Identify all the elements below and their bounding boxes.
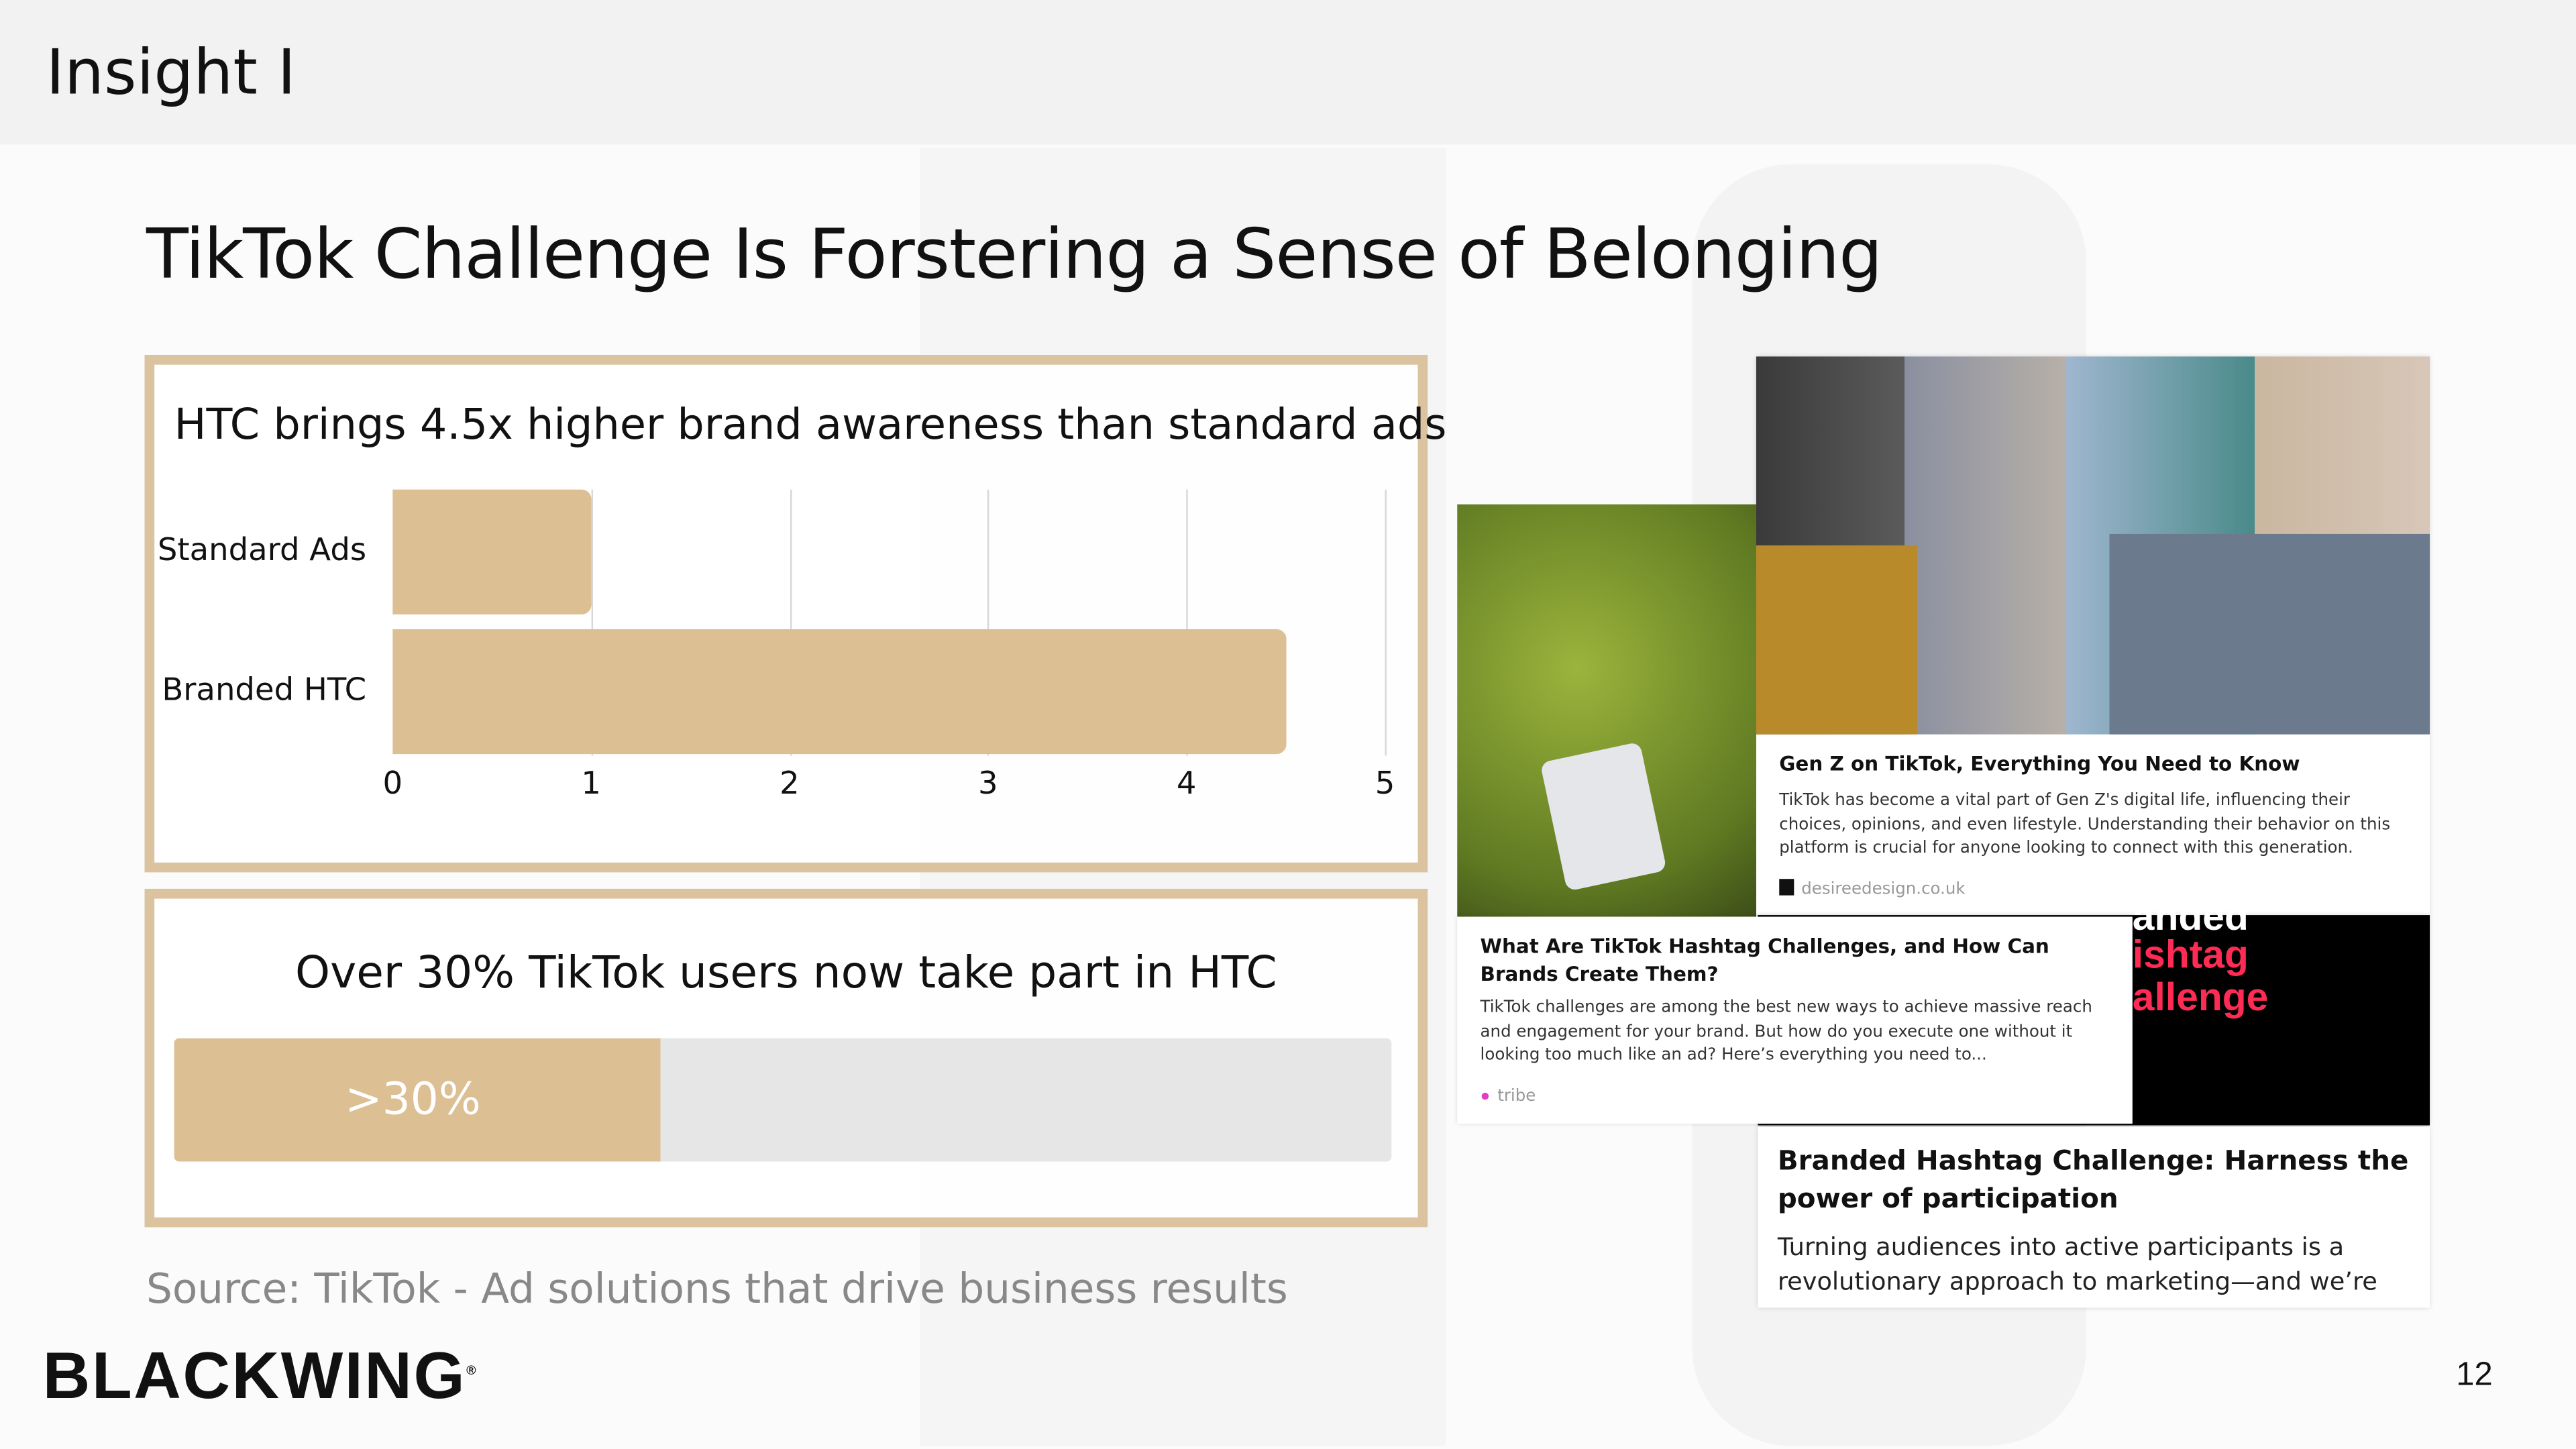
logo-text: BLACKWING: [42, 1340, 467, 1413]
product-photo: [1457, 504, 1756, 917]
x-tick-label: 4: [1176, 765, 1197, 802]
progress-track: >30%: [174, 1038, 1392, 1162]
progress-title: Over 30% TikTok users now take part in H…: [295, 948, 1277, 999]
gridline: [987, 489, 990, 756]
progress-label: >30%: [345, 1074, 481, 1126]
progress-fill: [174, 1038, 661, 1162]
card-source-text: desireedesign.co.uk: [1801, 880, 1966, 899]
category-label: Standard Ads: [157, 532, 367, 569]
card-body: Turning audiences into active participan…: [1777, 1232, 2377, 1297]
card-body: TikTok has become a vital part of Gen Z'…: [1779, 792, 2391, 858]
article-card-tribe[interactable]: What Are TikTok Hashtag Challenges, and …: [1457, 916, 2133, 1124]
page-number: 12: [2456, 1356, 2493, 1393]
jar-shape: [1540, 741, 1667, 892]
x-tick-label: 0: [382, 765, 403, 802]
bar-1: [392, 629, 1286, 755]
image-text: allenge: [2132, 975, 2269, 1020]
chart-title: HTC brings 4.5x higher brand awareness t…: [174, 400, 1447, 451]
creator-photo: [1756, 545, 1917, 735]
bar-chart-panel: HTC brings 4.5x higher brand awareness t…: [144, 354, 1446, 873]
article-card-branded-hashtag[interactable]: Branded Hashtag Challenge: Harness the p…: [1758, 1127, 2430, 1308]
image-text: anded: [2132, 895, 2249, 940]
desiree-logo-icon: [1779, 878, 1794, 896]
tribe-logo-icon: ●: [1480, 1087, 1491, 1106]
blackwing-logo: BLACKWING®: [42, 1340, 478, 1413]
gridline: [591, 489, 593, 756]
gridline: [1186, 489, 1189, 756]
bar-0: [392, 489, 592, 614]
card-title: Gen Z on TikTok, Everything You Need to …: [1779, 752, 2300, 775]
card-source-text: tribe: [1497, 1087, 1536, 1106]
source-note: Source: TikTok - Ad solutions that drive…: [146, 1265, 1288, 1313]
card-title: Branded Hashtag Challenge: Harness the p…: [1777, 1144, 2409, 1214]
card-body: TikTok challenges are among the best new…: [1480, 998, 2092, 1065]
x-tick-label: 5: [1375, 765, 1395, 802]
header-bar: Insight I: [0, 0, 2576, 145]
article-card-genz[interactable]: Gen Z on TikTok, Everything You Need to …: [1756, 356, 2430, 916]
section-title: Insight I: [46, 36, 296, 109]
x-tick-label: 1: [581, 765, 601, 802]
card-title: What Are TikTok Hashtag Challenges, and …: [1480, 934, 2049, 985]
creator-photo: [2109, 533, 2430, 735]
gridline: [1385, 489, 1387, 756]
image-text: ishtag: [2132, 933, 2249, 978]
card-source: desireedesign.co.uk: [1779, 872, 1966, 902]
category-label: Branded HTC: [162, 672, 367, 708]
card-source: ● tribe: [1481, 1079, 1536, 1109]
gridline: [789, 489, 792, 756]
x-tick-label: 3: [977, 765, 998, 802]
x-tick-label: 2: [780, 765, 800, 802]
participation-panel: Over 30% TikTok users now take part in H…: [144, 888, 1428, 1228]
slide-title: TikTok Challenge Is Forstering a Sense o…: [146, 213, 1882, 294]
